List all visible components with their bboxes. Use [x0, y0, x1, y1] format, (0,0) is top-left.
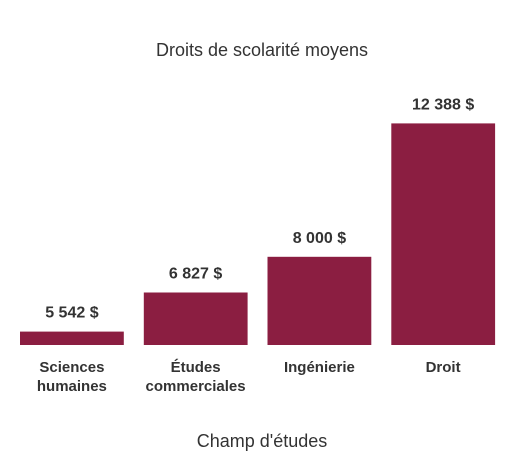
bar	[391, 123, 496, 346]
bar-value-label: 8 000 $	[293, 230, 346, 247]
category-label-line: humaines	[37, 378, 107, 395]
value-labels-layer: 5 542 $ 6 827 $ 8 000 $ 12 388 $	[45, 96, 474, 321]
category-label-line: Droit	[426, 359, 461, 376]
x-axis-label: Champ d'études	[197, 431, 328, 451]
bar-value-label: 6 827 $	[169, 266, 222, 283]
chart-title: Droits de scolarité moyens	[156, 40, 368, 60]
category-labels-layer: Sciences humaines Études commerciales Ingéni…	[37, 359, 461, 395]
category-label-line: Sciences	[39, 359, 104, 376]
bar-value-label: 5 542 $	[45, 305, 98, 322]
category-label-line: Études	[171, 359, 221, 376]
bar	[20, 331, 124, 345]
category-label: Sciences humaines	[37, 359, 107, 395]
bar-value-label: 12 388 $	[412, 96, 474, 113]
bar	[267, 256, 372, 345]
bar	[143, 292, 248, 345]
category-label-line: Ingénierie	[284, 359, 355, 376]
category-label: Ingénierie	[284, 359, 355, 376]
category-label-line: commerciales	[146, 378, 246, 395]
bars-layer	[20, 123, 496, 346]
category-label: Études commerciales	[146, 359, 246, 395]
category-label: Droit	[426, 359, 461, 376]
